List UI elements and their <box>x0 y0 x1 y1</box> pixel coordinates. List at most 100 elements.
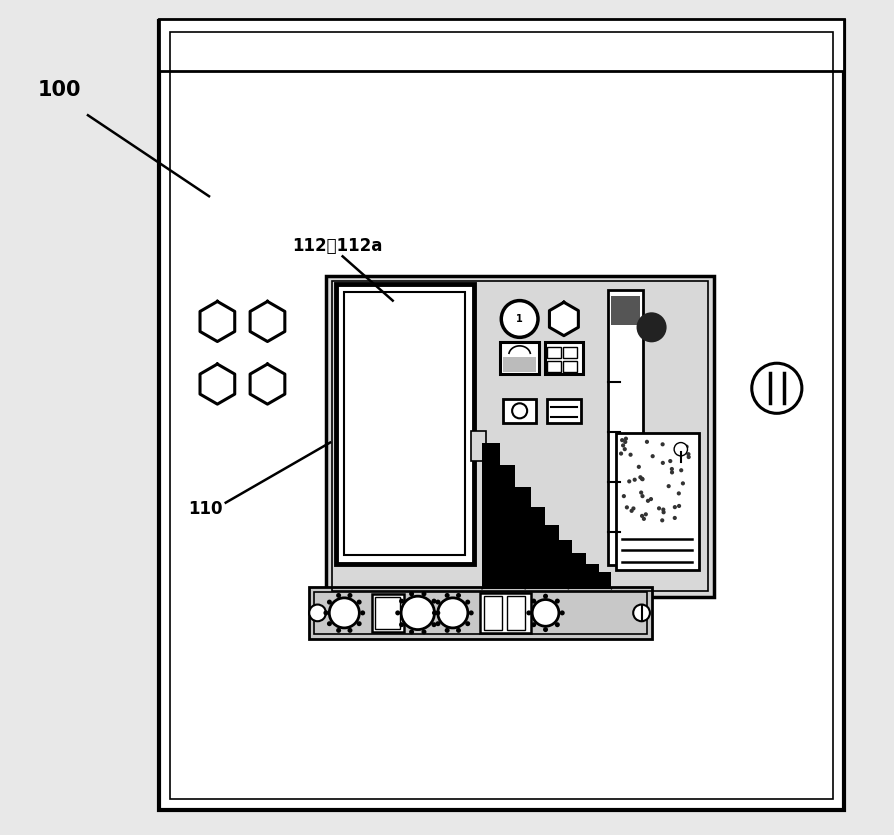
Circle shape <box>639 490 644 494</box>
Circle shape <box>336 593 342 598</box>
Bar <box>559 540 572 589</box>
Circle shape <box>667 484 670 488</box>
Circle shape <box>629 509 634 513</box>
Bar <box>501 342 539 374</box>
Circle shape <box>649 497 653 501</box>
Circle shape <box>637 465 641 469</box>
Circle shape <box>642 517 646 521</box>
Circle shape <box>401 596 434 630</box>
Bar <box>480 593 530 633</box>
Circle shape <box>685 444 688 448</box>
Circle shape <box>622 447 627 451</box>
Text: 100: 100 <box>38 80 81 100</box>
Circle shape <box>309 605 326 621</box>
Bar <box>336 284 474 564</box>
Circle shape <box>645 440 649 444</box>
Circle shape <box>657 506 662 510</box>
Circle shape <box>644 512 648 516</box>
Bar <box>332 281 708 591</box>
Circle shape <box>687 455 691 459</box>
Circle shape <box>640 477 644 481</box>
Circle shape <box>527 610 531 615</box>
Circle shape <box>456 593 461 598</box>
Circle shape <box>619 452 623 456</box>
Bar <box>507 596 526 630</box>
Bar <box>314 592 646 634</box>
Circle shape <box>640 514 645 518</box>
Circle shape <box>432 610 437 615</box>
Circle shape <box>327 621 332 626</box>
Circle shape <box>645 498 650 503</box>
Circle shape <box>674 443 687 456</box>
Circle shape <box>531 599 536 604</box>
Circle shape <box>621 494 626 498</box>
Bar <box>159 19 844 71</box>
Circle shape <box>677 504 681 508</box>
Circle shape <box>357 621 362 626</box>
Bar <box>547 399 580 423</box>
Bar <box>309 587 652 639</box>
Circle shape <box>621 443 625 448</box>
Polygon shape <box>200 301 235 342</box>
Circle shape <box>327 600 332 605</box>
Circle shape <box>662 508 665 512</box>
Circle shape <box>670 467 674 471</box>
Circle shape <box>502 301 538 337</box>
Circle shape <box>395 610 401 615</box>
Bar <box>344 292 466 555</box>
Circle shape <box>672 516 677 520</box>
Circle shape <box>640 494 645 498</box>
Text: 112、112a: 112、112a <box>292 236 383 255</box>
Circle shape <box>620 438 624 443</box>
Bar <box>608 290 643 565</box>
Circle shape <box>348 628 352 633</box>
Bar <box>563 347 578 358</box>
Circle shape <box>752 363 802 413</box>
Circle shape <box>329 598 359 628</box>
Circle shape <box>543 594 548 599</box>
Circle shape <box>360 610 365 615</box>
Bar <box>616 433 699 570</box>
Bar <box>547 361 561 372</box>
Circle shape <box>456 628 461 633</box>
Circle shape <box>633 605 650 621</box>
Circle shape <box>444 628 450 633</box>
Circle shape <box>681 481 685 485</box>
Circle shape <box>625 505 629 509</box>
Circle shape <box>555 622 560 627</box>
Bar <box>503 399 536 423</box>
Bar <box>586 564 599 589</box>
Circle shape <box>432 622 436 627</box>
Circle shape <box>357 600 362 605</box>
Circle shape <box>637 312 667 342</box>
Circle shape <box>624 437 628 441</box>
Circle shape <box>661 461 665 465</box>
Bar <box>170 32 833 799</box>
Circle shape <box>435 621 441 626</box>
Circle shape <box>670 470 674 474</box>
Circle shape <box>435 610 441 615</box>
Circle shape <box>673 505 677 509</box>
Bar <box>159 21 844 810</box>
Circle shape <box>432 599 436 604</box>
Circle shape <box>421 630 426 635</box>
Bar <box>372 594 403 632</box>
Bar <box>501 465 516 589</box>
Bar <box>611 296 640 325</box>
Text: 110: 110 <box>188 499 223 518</box>
Bar <box>375 597 401 629</box>
Circle shape <box>531 622 536 627</box>
Bar <box>547 347 561 358</box>
Circle shape <box>399 622 404 627</box>
Bar <box>572 553 586 589</box>
Circle shape <box>661 443 665 447</box>
Bar <box>503 357 536 372</box>
Circle shape <box>409 591 414 596</box>
Bar <box>544 525 559 589</box>
Text: 1: 1 <box>516 314 523 324</box>
Circle shape <box>640 477 645 481</box>
Circle shape <box>421 591 426 596</box>
Polygon shape <box>550 302 578 336</box>
Circle shape <box>409 630 414 635</box>
Circle shape <box>660 519 664 523</box>
